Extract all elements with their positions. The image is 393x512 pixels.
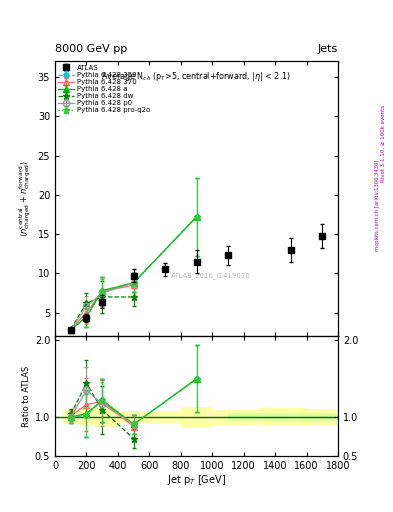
Y-axis label: Ratio to ATLAS: Ratio to ATLAS (22, 366, 31, 426)
Text: mcplots.cern.ch [arXiv:1306.3436]: mcplots.cern.ch [arXiv:1306.3436] (375, 159, 380, 250)
Text: Jets: Jets (318, 44, 338, 54)
Text: ATLAS_2016_I1419070: ATLAS_2016_I1419070 (171, 272, 251, 279)
Text: Average N$_{ch}$ (p$_{T}$>5, central+forward, |$\eta$| < 2.1): Average N$_{ch}$ (p$_{T}$>5, central+for… (101, 70, 292, 82)
X-axis label: Jet p$_{T}$ [GeV]: Jet p$_{T}$ [GeV] (167, 473, 226, 487)
Legend: ATLAS, Pythia 6.428 359, Pythia 6.428 370, Pythia 6.428 a, Pythia 6.428 dw, Pyth: ATLAS, Pythia 6.428 359, Pythia 6.428 37… (57, 63, 151, 115)
Y-axis label: $\langle n^{\rm central}_{\rm charged} + n^{\rm forward}_{\rm charged} \rangle$: $\langle n^{\rm central}_{\rm charged} +… (18, 160, 33, 238)
Text: 8000 GeV pp: 8000 GeV pp (55, 44, 127, 54)
Text: Rivet 3.1.10, ≥ 100k events: Rivet 3.1.10, ≥ 100k events (381, 105, 386, 182)
